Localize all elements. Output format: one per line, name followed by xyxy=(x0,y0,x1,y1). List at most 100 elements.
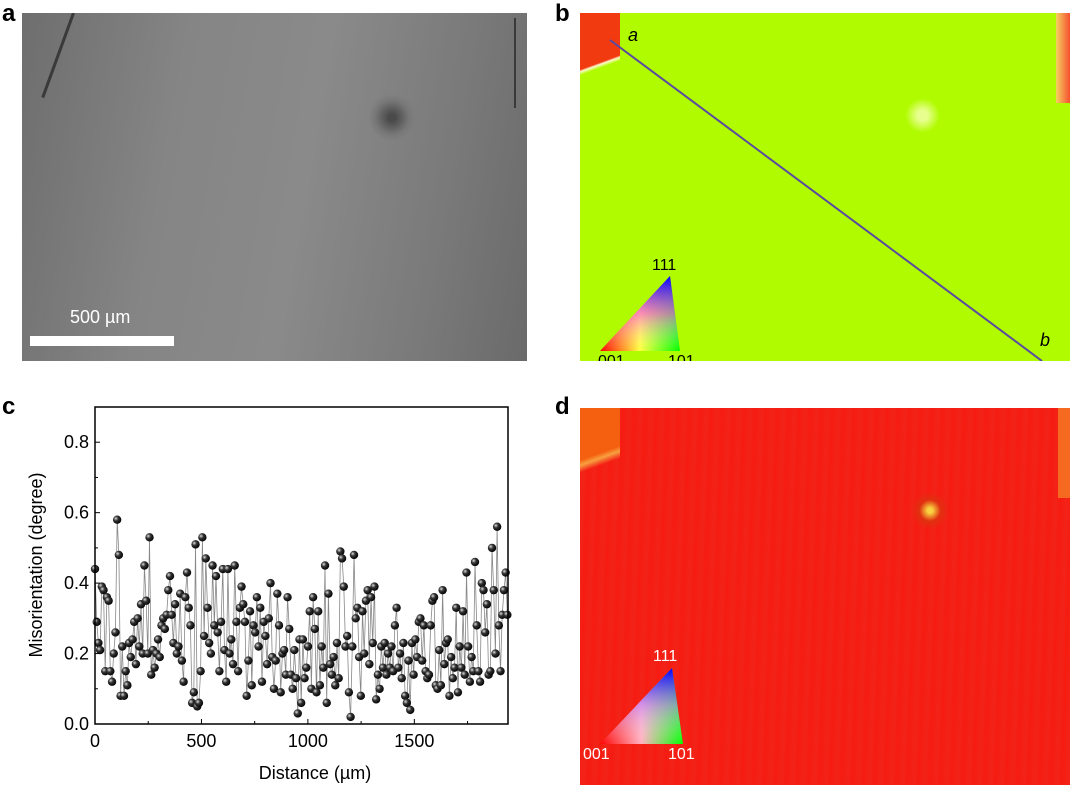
data-point xyxy=(189,688,199,697)
data-point xyxy=(474,666,483,676)
data-point xyxy=(274,621,284,630)
data-point xyxy=(395,649,405,658)
data-point xyxy=(475,677,485,686)
data-point xyxy=(417,656,427,665)
data-point xyxy=(131,659,141,669)
data-point xyxy=(291,674,301,683)
data-point xyxy=(317,642,326,651)
data-point xyxy=(107,677,117,686)
data-point xyxy=(494,621,504,630)
surface-defect xyxy=(367,95,417,140)
data-point xyxy=(199,631,209,641)
data-point xyxy=(315,681,325,690)
data-point xyxy=(170,600,180,609)
data-point xyxy=(271,656,280,665)
data-point xyxy=(266,578,275,588)
data-point xyxy=(106,666,115,676)
data-point xyxy=(215,666,224,676)
data-point xyxy=(186,621,195,630)
data-point xyxy=(416,614,425,623)
scale-bar-label: 500 µm xyxy=(70,307,131,327)
data-point xyxy=(119,691,129,701)
data-point xyxy=(492,522,502,531)
data-point xyxy=(254,642,263,651)
data-point xyxy=(458,607,468,616)
data-point xyxy=(344,688,354,697)
data-point xyxy=(448,674,458,683)
data-point xyxy=(481,628,490,637)
ebsd-map-d: 111 001 101 xyxy=(580,408,1070,785)
data-point xyxy=(334,674,343,683)
data-point xyxy=(387,642,396,651)
data-point xyxy=(312,688,321,697)
data-point xyxy=(164,585,173,595)
data-point xyxy=(360,649,369,658)
data-point xyxy=(324,589,333,598)
data-point xyxy=(201,554,210,563)
data-point xyxy=(314,607,323,616)
data-point xyxy=(135,642,144,651)
data-point xyxy=(196,666,205,676)
data-point xyxy=(262,659,272,669)
data-point xyxy=(394,663,403,672)
data-point xyxy=(244,656,253,665)
data-point xyxy=(203,603,212,612)
data-point xyxy=(336,547,345,556)
data-point xyxy=(382,670,391,679)
data-point xyxy=(261,631,270,641)
data-point xyxy=(472,621,481,630)
data-point xyxy=(400,691,410,701)
sem-micrograph: 500 µm xyxy=(22,13,527,361)
ipf-label-111: 111 xyxy=(653,648,678,665)
data-point xyxy=(181,593,190,602)
data-point xyxy=(249,621,258,630)
data-point xyxy=(487,543,497,553)
data-point xyxy=(380,638,389,648)
data-point xyxy=(239,600,248,609)
data-point xyxy=(346,712,355,722)
plot-frame xyxy=(94,406,509,725)
data-point xyxy=(298,635,308,644)
data-point xyxy=(179,677,188,686)
data-point xyxy=(491,649,500,658)
data-point xyxy=(303,642,313,651)
data-point xyxy=(378,663,388,672)
data-point xyxy=(182,568,192,577)
data-point xyxy=(438,585,447,595)
data-point xyxy=(252,593,262,602)
data-point xyxy=(348,642,357,651)
data-point xyxy=(155,652,164,662)
data-point xyxy=(358,607,367,616)
data-point xyxy=(147,670,156,679)
data-point xyxy=(230,561,239,570)
grain-corner xyxy=(580,408,620,498)
data-point xyxy=(366,593,376,602)
data-point xyxy=(128,635,137,644)
data-point xyxy=(95,645,105,655)
ipf-label-101: 101 xyxy=(668,353,695,361)
data-point xyxy=(327,670,337,679)
ipf-triangle xyxy=(600,668,683,744)
y-tick-label: 0.4 xyxy=(64,573,89,593)
panel-label-b: b xyxy=(555,0,570,27)
data-point xyxy=(406,705,415,715)
data-point xyxy=(373,670,383,679)
data-point xyxy=(290,645,299,655)
data-point xyxy=(453,688,463,697)
data-point xyxy=(211,571,221,581)
data-point xyxy=(477,578,487,588)
data-point xyxy=(109,649,118,658)
line-scan-path xyxy=(609,39,1043,361)
data-point xyxy=(467,652,476,662)
data-point xyxy=(228,659,238,669)
data-point xyxy=(436,681,446,690)
data-point xyxy=(390,621,400,630)
ipf-label-001: 001 xyxy=(583,746,610,763)
data-point xyxy=(479,585,488,595)
data-point xyxy=(371,695,381,704)
data-point xyxy=(227,635,236,644)
data-point xyxy=(126,652,135,662)
data-point xyxy=(216,617,226,627)
data-point xyxy=(145,533,154,542)
data-point xyxy=(206,649,216,658)
